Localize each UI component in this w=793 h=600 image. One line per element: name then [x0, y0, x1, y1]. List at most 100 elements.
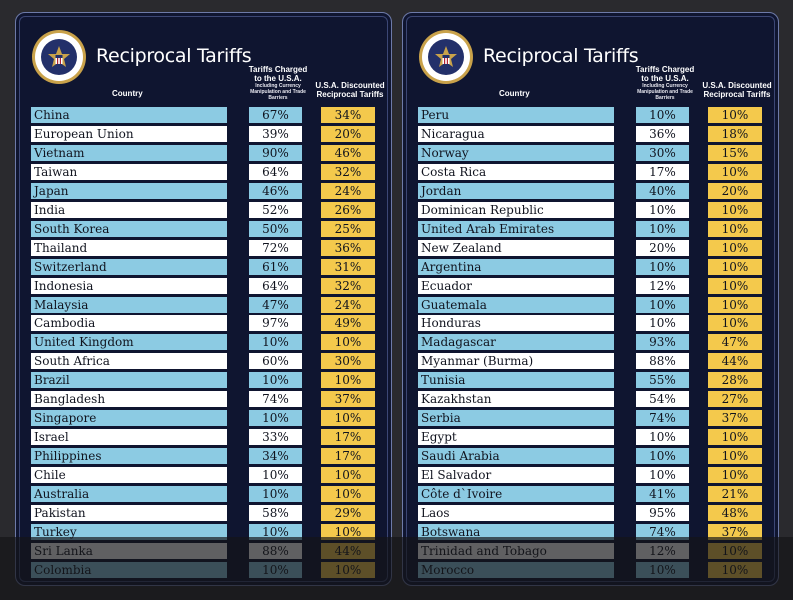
table-row: Malaysia 47% 24%	[16, 296, 391, 313]
table-row: Serbia 74% 37%	[403, 410, 778, 427]
table-row: Cambodia 97% 49%	[16, 315, 391, 332]
discounted-tariff-cell: 21%	[708, 486, 762, 502]
country-cell: Dominican Republic	[418, 201, 614, 218]
column-header-charged-sublabel: Including Currency Manipulation and Trad…	[637, 83, 693, 101]
discounted-tariff-cell: 10%	[708, 107, 762, 123]
discounted-tariff-cell: 10%	[321, 486, 375, 502]
country-cell: Chile	[31, 467, 227, 484]
country-cell: Thailand	[31, 239, 227, 256]
country-cell: Israel	[31, 429, 227, 446]
table-row: United Arab Emirates 10% 10%	[403, 220, 778, 237]
discounted-tariff-cell: 20%	[708, 182, 762, 199]
country-cell: Turkey	[31, 523, 227, 540]
table-row: Singapore 10% 10%	[16, 410, 391, 427]
discounted-tariff-cell: 10%	[708, 429, 762, 446]
discounted-tariff-cell: 10%	[321, 523, 375, 540]
table-row: Norway 30% 15%	[403, 144, 778, 161]
discounted-tariff-cell: 10%	[708, 258, 762, 275]
country-cell: Ecuador	[418, 277, 614, 294]
charged-tariff-cell: 46%	[249, 182, 302, 199]
column-header-charged: Tariffs Charged to the U.S.A. Including …	[244, 65, 312, 101]
table-row: Costa Rica 17% 10%	[403, 163, 778, 180]
country-cell: Honduras	[418, 315, 614, 332]
discounted-tariff-cell: 25%	[321, 220, 375, 237]
table-row: Egypt 10% 10%	[403, 429, 778, 446]
charged-tariff-cell: 10%	[636, 107, 689, 123]
table-row: El Salvador 10% 10%	[403, 467, 778, 484]
table-row: Laos 95% 48%	[403, 504, 778, 521]
charged-tariff-cell: 64%	[249, 163, 302, 180]
table-row: Vietnam 90% 46%	[16, 144, 391, 161]
table-row: Tunisia 55% 28%	[403, 372, 778, 389]
discounted-tariff-cell: 17%	[321, 448, 375, 465]
table-row: Saudi Arabia 10% 10%	[403, 448, 778, 465]
discounted-tariff-cell: 47%	[708, 334, 762, 351]
country-cell: India	[31, 201, 227, 218]
country-cell: United Arab Emirates	[418, 220, 614, 237]
country-cell: Cambodia	[31, 315, 227, 332]
table-row: Bangladesh 74% 37%	[16, 391, 391, 408]
country-cell: Brazil	[31, 372, 227, 389]
charged-tariff-cell: 10%	[636, 296, 689, 313]
discounted-tariff-cell: 31%	[321, 258, 375, 275]
discounted-tariff-cell: 37%	[321, 391, 375, 408]
page-title: Reciprocal Tariffs	[96, 45, 252, 67]
charged-tariff-cell: 61%	[249, 258, 302, 275]
charged-tariff-cell: 52%	[249, 201, 302, 218]
table-row: Brazil 10% 10%	[16, 372, 391, 389]
charged-tariff-cell: 67%	[249, 107, 302, 123]
country-cell: Japan	[31, 182, 227, 199]
discounted-tariff-cell: 10%	[708, 277, 762, 294]
charged-tariff-cell: 34%	[249, 448, 302, 465]
country-cell: Côte d`Ivoire	[418, 486, 614, 502]
charged-tariff-cell: 36%	[636, 125, 689, 142]
charged-tariff-cell: 41%	[636, 486, 689, 502]
charged-tariff-cell: 10%	[636, 429, 689, 446]
country-cell: Taiwan	[31, 163, 227, 180]
presidential-seal-icon	[31, 29, 87, 85]
discounted-tariff-cell: 46%	[321, 144, 375, 161]
country-cell: Sri Lanka	[31, 542, 227, 559]
charged-tariff-cell: 97%	[249, 315, 302, 332]
charged-tariff-cell: 12%	[636, 542, 689, 559]
table-row: Morocco 10% 10%	[403, 561, 778, 578]
charged-tariff-cell: 10%	[636, 220, 689, 237]
table-row: Thailand 72% 36%	[16, 239, 391, 256]
country-cell: Trinidad and Tobago	[418, 542, 614, 559]
discounted-tariff-cell: 10%	[708, 296, 762, 313]
charged-tariff-cell: 74%	[636, 523, 689, 540]
table-row: United Kingdom 10% 10%	[16, 334, 391, 351]
column-header-charged: Tariffs Charged to the U.S.A. Including …	[631, 65, 699, 101]
discounted-tariff-cell: 36%	[321, 239, 375, 256]
table-row: Madagascar 93% 47%	[403, 334, 778, 351]
charged-tariff-cell: 47%	[249, 296, 302, 313]
discounted-tariff-cell: 10%	[708, 448, 762, 465]
charged-tariff-cell: 17%	[636, 163, 689, 180]
table-row: Taiwan 64% 32%	[16, 163, 391, 180]
country-cell: Norway	[418, 144, 614, 161]
table-row: Turkey 10% 10%	[16, 523, 391, 540]
country-cell: New Zealand	[418, 239, 614, 256]
country-cell: Botswana	[418, 523, 614, 540]
table-row: Japan 46% 24%	[16, 182, 391, 199]
country-cell: Colombia	[31, 561, 227, 578]
table-row: Switzerland 61% 31%	[16, 258, 391, 275]
country-cell: Egypt	[418, 429, 614, 446]
panel-header: Reciprocal Tariffs Tariffs Charged to th…	[403, 13, 778, 117]
table-row: Colombia 10% 10%	[16, 561, 391, 578]
country-cell: Malaysia	[31, 296, 227, 313]
country-cell: Singapore	[31, 410, 227, 427]
table-row: China 67% 34%	[16, 107, 391, 123]
table-row: Chile 10% 10%	[16, 467, 391, 484]
charged-tariff-cell: 20%	[636, 239, 689, 256]
discounted-tariff-cell: 10%	[321, 372, 375, 389]
discounted-tariff-cell: 30%	[321, 353, 375, 370]
charged-tariff-cell: 95%	[636, 504, 689, 521]
discounted-tariff-cell: 37%	[708, 410, 762, 427]
discounted-tariff-cell: 10%	[708, 315, 762, 332]
page-title: Reciprocal Tariffs	[483, 45, 639, 67]
country-cell: Switzerland	[31, 258, 227, 275]
charged-tariff-cell: 50%	[249, 220, 302, 237]
country-cell: Tunisia	[418, 372, 614, 389]
charged-tariff-cell: 55%	[636, 372, 689, 389]
